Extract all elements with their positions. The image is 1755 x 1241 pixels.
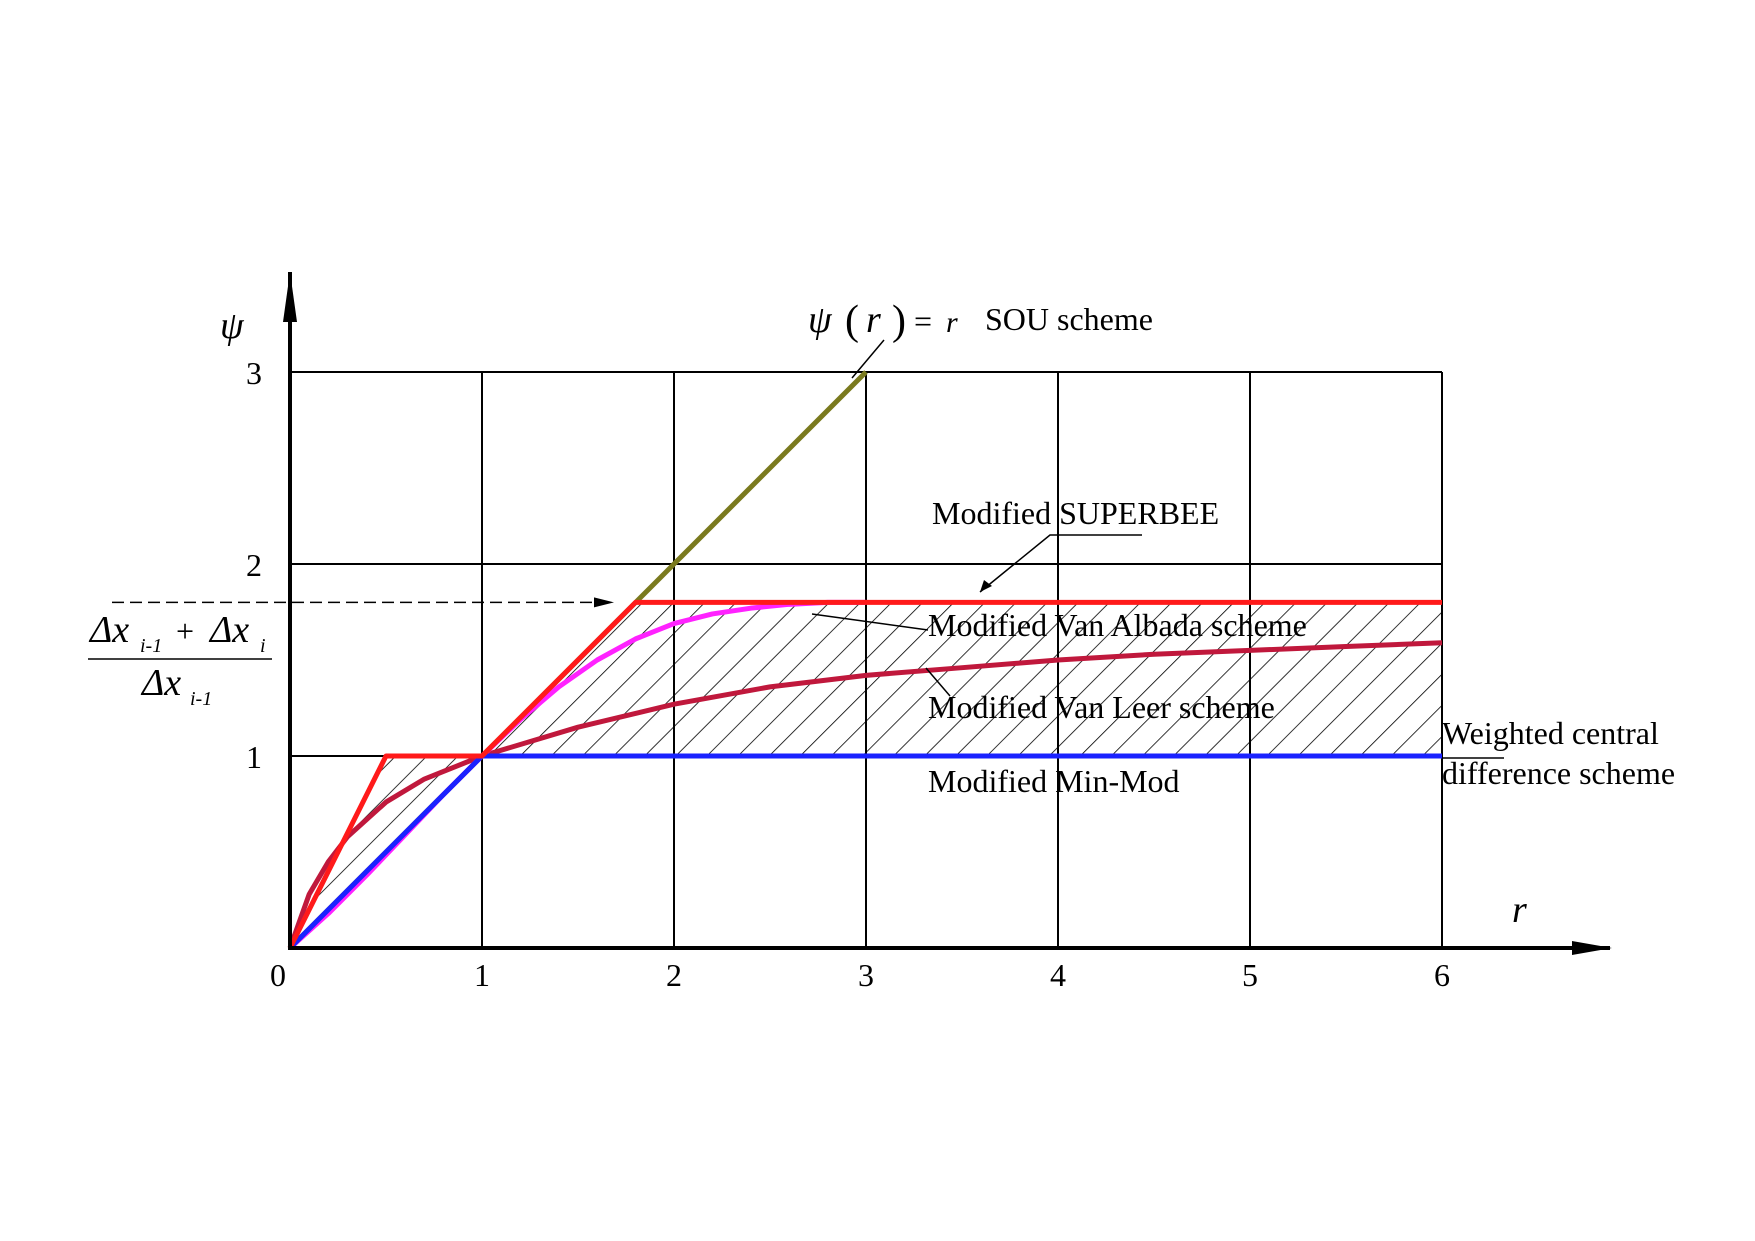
ratio-plus: + bbox=[176, 613, 194, 649]
sou-r2: r bbox=[946, 306, 958, 339]
ratio-num-b: Δx bbox=[208, 609, 249, 651]
tvd-region bbox=[290, 602, 1442, 948]
sou-rparen: ) bbox=[892, 298, 906, 344]
ratio-dashed-arrow bbox=[112, 597, 614, 608]
x-tick-label-1: 1 bbox=[474, 957, 490, 993]
x-tick-label-3: 3 bbox=[858, 957, 874, 993]
annotation-weighted-central-1: Weighted central bbox=[1442, 715, 1659, 751]
x-tick-label-4: 4 bbox=[1050, 957, 1066, 993]
y-tick-label-2: 2 bbox=[246, 547, 262, 583]
tick-labels: 0 1 2 3 4 5 6 1 2 3 bbox=[246, 355, 1450, 993]
ratio-arrowhead bbox=[594, 597, 614, 608]
sou-psi: ψ bbox=[808, 299, 833, 341]
y-tick-label-3: 3 bbox=[246, 355, 262, 391]
series-group bbox=[287, 370, 1443, 950]
sou-leader bbox=[851, 339, 885, 379]
ratio-num-b-sub: i bbox=[260, 635, 266, 657]
grid bbox=[290, 371, 1443, 948]
ratio-num-a-sub: i-1 bbox=[140, 635, 162, 657]
x-tick-label-6: 6 bbox=[1434, 957, 1450, 993]
x-axis-label: r bbox=[1512, 889, 1527, 931]
y-axis-label: ψ bbox=[220, 305, 245, 347]
annotation-weighted-central-2: difference scheme bbox=[1442, 755, 1675, 791]
van-albada-leader bbox=[811, 613, 929, 631]
annotation-van-albada: Modified Van Albada scheme bbox=[928, 607, 1307, 643]
sou-r: r bbox=[866, 299, 881, 341]
van-leer-leader bbox=[925, 667, 951, 697]
annotation-min-mod: Modified Min-Mod bbox=[928, 763, 1180, 799]
series-modified-superbee bbox=[287, 599, 1442, 950]
ratio-den: Δx bbox=[140, 662, 181, 704]
sou-name: SOU scheme bbox=[985, 301, 1153, 337]
x-tick-label-2: 2 bbox=[666, 957, 682, 993]
tvd-region-hatch bbox=[290, 602, 1442, 948]
x-tick-label-0: 0 bbox=[270, 957, 286, 993]
ratio-num-a: Δx bbox=[88, 609, 129, 651]
y-tick-label-1: 1 bbox=[246, 739, 262, 775]
sou-lparen: ( bbox=[845, 298, 859, 344]
ratio-fraction-label: Δx i-1 + Δx i Δx i-1 bbox=[88, 609, 272, 710]
y-axis-arrowhead bbox=[283, 272, 297, 322]
superbee-leader-arrowhead bbox=[980, 580, 992, 592]
annotation-superbee: Modified SUPERBEE bbox=[932, 495, 1219, 531]
sou-eq: = bbox=[914, 303, 932, 339]
annotation-van-leer: Modified Van Leer scheme bbox=[928, 689, 1275, 725]
x-axis-arrowhead bbox=[1572, 941, 1612, 955]
axes bbox=[283, 272, 1612, 955]
superbee-leader bbox=[979, 534, 1142, 593]
sou-label: ψ ( r ) = r SOU scheme bbox=[808, 298, 1153, 344]
ratio-den-sub: i-1 bbox=[190, 688, 212, 710]
x-tick-label-5: 5 bbox=[1242, 957, 1258, 993]
